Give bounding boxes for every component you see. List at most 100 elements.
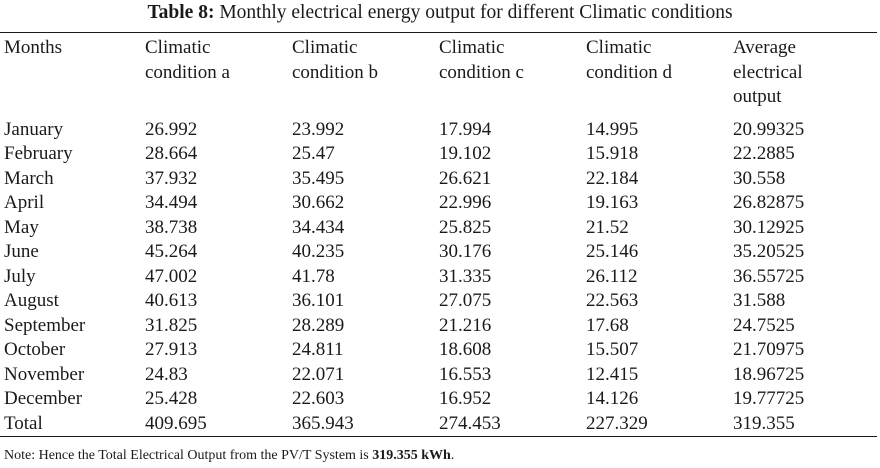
column-header-line: Climatic (439, 37, 505, 58)
column-header-line: Climatic (292, 37, 358, 58)
value-cell: 22.563 (586, 290, 639, 311)
table-row: July 47.002 41.78 31.335 26.112 36.55725 (0, 265, 873, 290)
value-cell: 36.101 (292, 290, 345, 311)
table-header: Months Climatic condition a Climatic conditi… (0, 36, 873, 118)
value-cell: 40.613 (145, 290, 198, 311)
value-cell: 26.112 (586, 265, 638, 287)
table-row: April 34.494 30.662 22.996 19.163 26.82875 (0, 191, 873, 216)
value-cell: 26.992 (145, 118, 198, 140)
column-header: Months (0, 36, 145, 118)
value-cell: 19.163 (586, 192, 639, 213)
value-cell: 26.82875 (733, 192, 805, 213)
table-row: September 31.825 28.289 21.216 17.68 24.7525 (0, 314, 873, 339)
table-row: August 40.613 36.101 27.075 22.563 31.588 (0, 289, 873, 314)
value-cell: 31.825 (145, 314, 198, 336)
value-cell: 22.071 (292, 363, 345, 385)
value-cell: 35.20525 (733, 241, 805, 262)
value-cell: 31.588 (733, 290, 786, 311)
column-header: Climatic condition c (439, 36, 586, 118)
value-cell: 22.996 (439, 192, 492, 213)
month-cell: March (4, 167, 54, 189)
value-cell: 31.335 (439, 265, 492, 287)
total-cell: 319.355 (733, 412, 795, 434)
value-cell: 19.77725 (733, 388, 805, 409)
total-cell: 227.329 (586, 412, 648, 434)
column-header-line: condition c (439, 61, 524, 83)
column-header-line: electrical (733, 61, 803, 83)
table-bottom-rule (0, 436, 877, 437)
value-cell: 47.002 (145, 265, 198, 287)
value-cell: 14.995 (586, 118, 639, 140)
value-cell: 30.558 (733, 167, 786, 189)
value-cell: 21.216 (439, 314, 492, 336)
value-cell: 34.434 (292, 216, 345, 238)
column-header: Climatic condition b (292, 36, 439, 118)
table-note: Note: Hence the Total Electrical Output … (4, 447, 454, 465)
table-row: February 28.664 25.47 19.102 15.918 22.2885 (0, 142, 873, 167)
value-cell: 25.146 (586, 241, 639, 262)
column-header-line: Months (4, 37, 63, 58)
month-cell: June (4, 241, 39, 262)
energy-output-table: Months Climatic condition a Climatic conditi… (0, 36, 873, 436)
month-cell: November (4, 363, 85, 385)
value-cell: 41.78 (292, 265, 335, 287)
value-cell: 23.992 (292, 118, 345, 140)
table-caption-text: Monthly electrical energy output for dif… (219, 2, 733, 23)
table-row: November 24.83 22.071 16.553 12.415 18.96725 (0, 363, 873, 388)
month-cell: October (4, 339, 66, 360)
value-cell: 20.99325 (733, 118, 805, 140)
table-top-rule (0, 32, 877, 33)
value-cell: 18.608 (439, 339, 492, 360)
value-cell: 30.12925 (733, 216, 805, 238)
value-cell: 15.507 (586, 339, 639, 360)
table-caption-label: Table 8: (147, 2, 215, 23)
total-cell: 274.453 (439, 412, 501, 434)
header-row: Months Climatic condition a Climatic conditi… (0, 36, 873, 118)
column-header-line: condition d (586, 61, 673, 83)
value-cell: 35.495 (292, 167, 345, 189)
value-cell: 22.2885 (733, 143, 795, 164)
month-cell: January (4, 118, 64, 140)
value-cell: 30.176 (439, 241, 492, 262)
total-label: Total (4, 412, 43, 434)
value-cell: 40.235 (292, 241, 345, 262)
column-header-line: Average (733, 37, 796, 58)
column-header: Climatic condition a (145, 36, 292, 118)
value-cell: 17.68 (586, 314, 629, 336)
value-cell: 30.662 (292, 192, 345, 213)
note-prefix: Note: Hence the Total Electrical Output … (4, 448, 369, 463)
value-cell: 15.918 (586, 143, 639, 164)
value-cell: 21.70975 (733, 339, 805, 360)
month-cell: May (4, 216, 39, 238)
value-cell: 18.96725 (733, 363, 805, 385)
value-cell: 17.994 (439, 118, 492, 140)
value-cell: 26.621 (439, 167, 492, 189)
value-cell: 28.289 (292, 314, 345, 336)
table-row: June 45.264 40.235 30.176 25.146 35.20525 (0, 240, 873, 265)
value-cell: 37.932 (145, 167, 198, 189)
column-header-line: condition a (145, 61, 230, 83)
column-header: Climatic condition d (586, 36, 733, 118)
table-row: January 26.992 23.992 17.994 14.995 20.99325 (0, 118, 873, 143)
month-cell: December (4, 388, 83, 409)
value-cell: 45.264 (145, 241, 198, 262)
value-cell: 27.913 (145, 339, 198, 360)
value-cell: 25.428 (145, 388, 198, 409)
column-header: Average electrical output (733, 36, 873, 118)
value-cell: 19.102 (439, 143, 492, 164)
note-suffix: . (450, 448, 455, 463)
value-cell: 28.664 (145, 143, 198, 164)
total-cell: 365.943 (292, 412, 354, 434)
value-cell: 38.738 (145, 216, 198, 238)
value-cell: 27.075 (439, 290, 492, 311)
table-row: October 27.913 24.811 18.608 15.507 21.70975 (0, 338, 873, 363)
month-cell: July (4, 265, 36, 287)
column-header-line: output (733, 86, 782, 107)
note-value: 319.355 kWh (372, 448, 451, 463)
month-cell: February (4, 143, 73, 164)
value-cell: 16.952 (439, 388, 492, 409)
month-cell: April (4, 192, 45, 213)
table-row: December 25.428 22.603 16.952 14.126 19.77725 (0, 387, 873, 412)
column-header-line: condition b (292, 61, 379, 83)
value-cell: 24.83 (145, 363, 188, 385)
